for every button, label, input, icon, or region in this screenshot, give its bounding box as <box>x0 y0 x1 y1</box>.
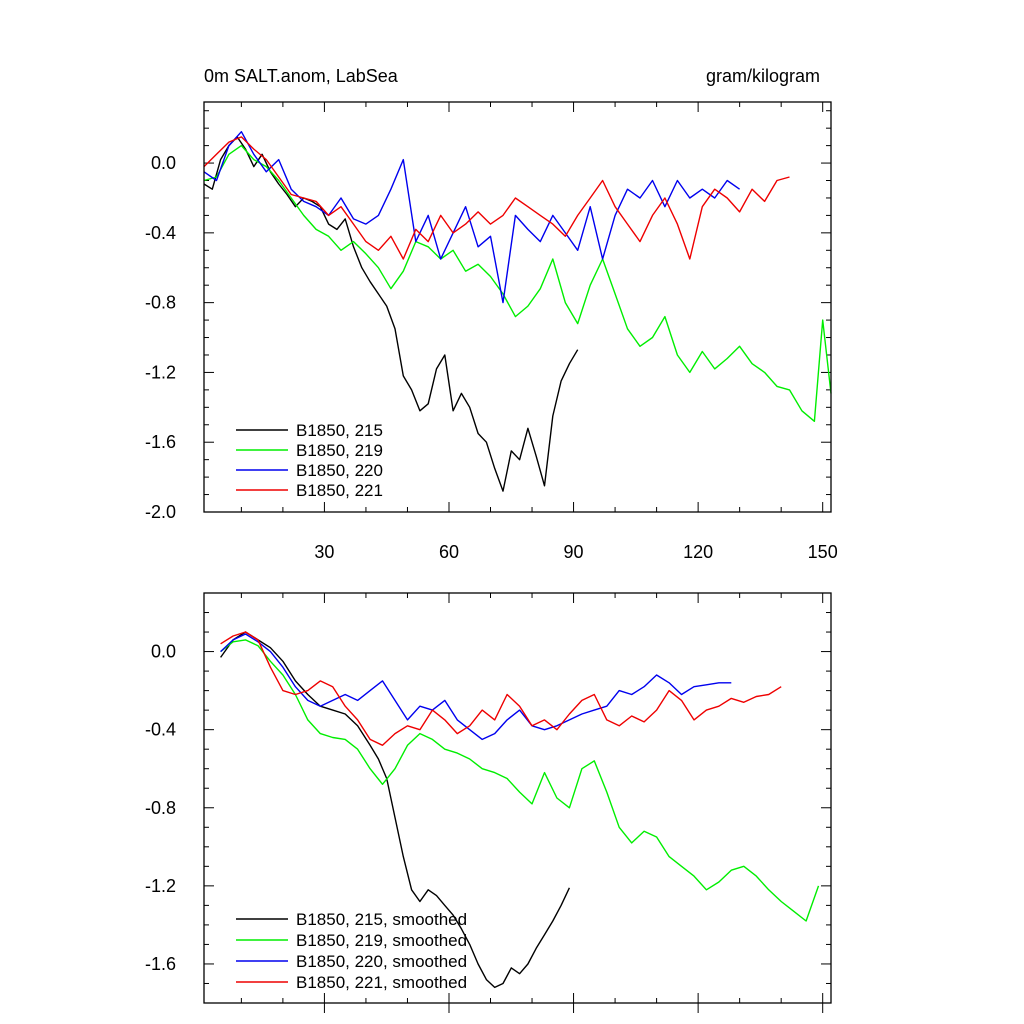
bottom-legend-label: B1850, 220, smoothed <box>296 952 467 971</box>
top-series-line-3 <box>203 130 741 304</box>
bottom-legend-label: B1850, 221, smoothed <box>296 973 467 992</box>
top-y-tick-label: -1.6 <box>145 432 176 452</box>
bottom-series-line-4 <box>220 631 782 746</box>
top-x-tick-label: 90 <box>564 542 584 562</box>
top-series-line-4 <box>203 136 790 260</box>
top-panel: 0m SALT.anom, LabSea gram/kilogram 0.0 -0… <box>145 66 838 562</box>
top-x-tick-label: 30 <box>314 542 334 562</box>
top-series-line-1 <box>203 136 579 492</box>
top-series-line-2 <box>203 144 832 422</box>
bottom-series-line-2 <box>220 639 820 922</box>
top-y-tick-label: -2.0 <box>145 502 176 522</box>
top-legend-label: B1850, 220 <box>296 461 383 480</box>
top-plot-frame <box>203 101 832 513</box>
bottom-legend: B1850, 215, smoothed B1850, 219, smoothed… <box>236 910 467 992</box>
top-y-tick-label: 0.0 <box>151 153 176 173</box>
bottom-panel: 0.0 -0.4 -0.8 -1.2 -1.6 B1850, 215, smoothed… <box>145 592 832 1013</box>
bottom-series-line-1 <box>220 631 571 989</box>
bottom-legend-label: B1850, 215, smoothed <box>296 910 467 929</box>
bottom-y-tick-label: -0.4 <box>145 720 176 740</box>
top-y-tick-label: -0.4 <box>145 223 176 243</box>
top-y-tick-label: -1.2 <box>145 362 176 382</box>
top-legend-label: B1850, 219 <box>296 441 383 460</box>
bottom-y-tick-label: -0.8 <box>145 798 176 818</box>
top-legend-label: B1850, 215 <box>296 421 383 440</box>
bottom-series-group <box>220 631 820 989</box>
top-legend-label: B1850, 221 <box>296 481 383 500</box>
top-y-tick-label: -0.8 <box>145 293 176 313</box>
bottom-y-tick-label: -1.2 <box>145 876 176 896</box>
top-series-group <box>203 130 832 492</box>
bottom-legend-label: B1850, 219, smoothed <box>296 931 467 950</box>
top-title: 0m SALT.anom, LabSea <box>204 66 399 86</box>
bottom-axes: 0.0 -0.4 -0.8 -1.2 -1.6 <box>145 592 831 1013</box>
top-x-tick-label: 120 <box>683 542 713 562</box>
top-axes: 0.0 -0.4 -0.8 -1.2 -1.6 -2.0 30 60 90 120 150 <box>145 102 838 562</box>
top-x-tick-label: 150 <box>808 542 838 562</box>
bottom-y-tick-label: 0.0 <box>151 642 176 662</box>
top-units: gram/kilogram <box>706 66 820 86</box>
bottom-series-line-3 <box>220 633 732 741</box>
bottom-plot-frame <box>203 592 832 1004</box>
bottom-y-tick-label: -1.6 <box>145 954 176 974</box>
top-x-tick-label: 60 <box>439 542 459 562</box>
